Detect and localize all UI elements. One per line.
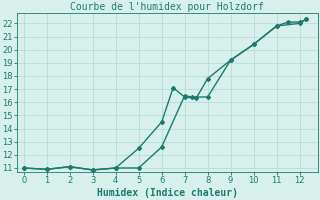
X-axis label: Humidex (Indice chaleur): Humidex (Indice chaleur) bbox=[97, 188, 238, 198]
Title: Courbe de l'humidex pour Holzdorf: Courbe de l'humidex pour Holzdorf bbox=[70, 2, 264, 12]
